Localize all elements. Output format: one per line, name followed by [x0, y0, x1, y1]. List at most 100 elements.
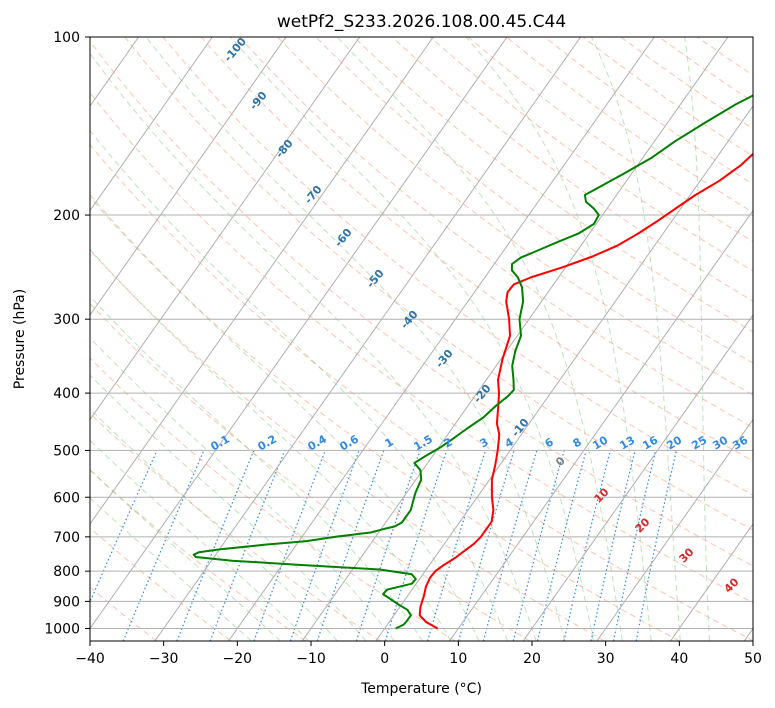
moist-adiabat: [90, 129, 509, 641]
dry-adiabat: [90, 40, 753, 567]
x-axis-label: Temperature (°C): [360, 681, 482, 697]
x-tick-label: −10: [296, 651, 326, 667]
isotherm: [375, 105, 753, 641]
moist-adiabat: [336, 37, 623, 641]
mixing-ratio-label: 36: [730, 433, 750, 452]
dewpoint-profile-line: [192, 94, 753, 630]
mixing-ratio-label: 1: [383, 435, 396, 450]
dry-adiabat: [90, 302, 531, 641]
moist-adiabat: [591, 37, 681, 641]
mixing-ratio-label: 13: [617, 434, 637, 453]
mixing-ratio-label: 6: [543, 435, 556, 450]
mixing-ratio-line: [90, 450, 158, 604]
moist-adiabat-label: 40: [722, 575, 742, 595]
moist-adiabat: [90, 193, 480, 641]
y-tick-label: 300: [53, 312, 80, 328]
isotherm: [522, 314, 753, 641]
mixing-ratio-line: [209, 450, 286, 641]
moist-adiabat: [465, 37, 652, 641]
mixing-ratio-line: [563, 450, 612, 641]
mixing-ratio-line: [512, 450, 565, 641]
dry-adiabat: [90, 144, 753, 641]
mixing-ratio-label: 4: [503, 435, 516, 450]
isotherm: [90, 37, 434, 525]
mixing-ratio-line: [590, 450, 636, 641]
isotherm: [670, 523, 753, 641]
mixing-ratio-line: [316, 450, 385, 641]
x-tick-label: 30: [597, 651, 615, 667]
mixing-ratio-line: [122, 450, 205, 641]
plot-frame: [89, 36, 754, 642]
x-tick-label: 40: [670, 651, 688, 667]
dry-adiabat: [200, 37, 753, 462]
dry-adiabat: [162, 37, 753, 496]
dry-adiabat: [467, 37, 753, 243]
isotherm: [90, 37, 361, 421]
mixing-ratio-line: [253, 450, 326, 641]
dry-adiabat: [544, 37, 753, 185]
mixing-ratio-line: [427, 450, 487, 641]
isotherm: [228, 37, 655, 641]
moist-adiabat: [90, 497, 252, 641]
mixing-ratio-line: [176, 450, 255, 641]
dry-adiabat-label: -50: [364, 267, 387, 291]
isotherm: [154, 37, 582, 641]
dry-adiabat-label: -10: [509, 416, 532, 440]
x-tick-label: 0: [380, 651, 389, 667]
moist-adiabat: [90, 52, 537, 641]
dry-adiabat-label: -20: [471, 382, 494, 406]
isotherm: [90, 37, 508, 630]
series-layer: [192, 94, 753, 630]
dry-adiabat-label: -80: [273, 137, 296, 161]
moist-adiabat: [90, 337, 395, 641]
temperature-profile-line: [418, 152, 753, 630]
y-tick-label: 100: [53, 30, 80, 46]
moist-adiabat: [90, 469, 281, 641]
x-tick-label: −40: [75, 651, 105, 667]
y-tick-label: 900: [53, 594, 80, 610]
isotherm: [449, 209, 753, 641]
dry-adiabat: [353, 37, 753, 333]
y-tick-label: 1000: [44, 621, 80, 637]
moist-adiabat-label: 10: [592, 485, 612, 505]
y-tick-label: 600: [53, 490, 80, 506]
isotherm: [596, 418, 753, 641]
isotherm: [743, 627, 753, 641]
line-label-layer: 0.1 0.2 0.4 0.6 1 1.5 2 3 4 6 8 10 13 16 20 25 30 36-100-…: [209, 35, 751, 596]
mixing-ratio-line: [289, 450, 360, 641]
dry-adiabat: [391, 37, 753, 302]
moist-adiabat-label: 30: [677, 545, 697, 565]
grid-layer: [0, 37, 753, 641]
y-tick-label: 200: [53, 208, 80, 224]
y-axis: 1000 900 800 700 600 500 400 300 200 100: [44, 30, 90, 637]
dry-adiabat: [277, 37, 753, 396]
mixing-ratio-label: 25: [689, 434, 709, 453]
dry-adiabat: [90, 412, 381, 641]
x-axis: −40 −30 −20 −10 0 10 20 30 40 50: [75, 641, 762, 667]
y-tick-label: 700: [53, 530, 80, 546]
mixing-ratio-line: [635, 450, 677, 641]
moist-adiabat: [90, 295, 424, 641]
moist-adiabat: [145, 37, 566, 641]
chart-title: wetPf2_S233.2026.108.00.45.C44: [277, 12, 566, 32]
dry-adiabat: [90, 527, 232, 641]
moist-adiabat: [230, 37, 594, 641]
x-tick-label: −30: [149, 651, 179, 667]
x-tick-label: −20: [223, 651, 253, 667]
mixing-ratio-line: [536, 450, 587, 641]
moist-adiabat: [684, 37, 710, 641]
y-axis-label: Pressure (hPa): [12, 289, 28, 389]
mixing-ratio-line: [458, 450, 515, 641]
moist-adiabat: [90, 248, 452, 641]
dry-adiabat: [658, 37, 753, 103]
isotherm: [0, 37, 65, 641]
x-tick-label: 50: [744, 651, 762, 667]
dry-adiabat: [90, 92, 753, 604]
dry-adiabat-label: -70: [302, 183, 325, 207]
mixing-ratio-line: [612, 450, 657, 641]
moist-adiabat-label: 0: [553, 454, 568, 469]
isotherm: [90, 37, 287, 316]
isotherm: [90, 37, 213, 212]
dry-adiabat-label: -100: [221, 35, 249, 65]
mixing-ratio-label: 8: [571, 435, 584, 450]
